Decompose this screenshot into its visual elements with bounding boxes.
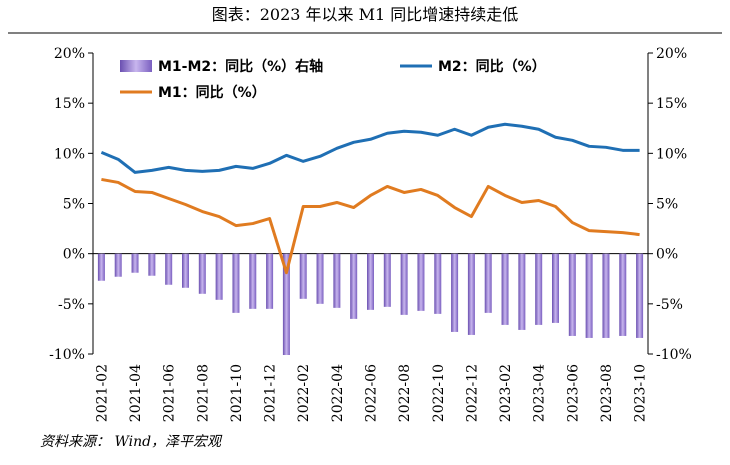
x-tick-label: 2022-10 <box>431 364 447 422</box>
bar <box>249 253 257 309</box>
x-tick-label: 2022-04 <box>330 364 346 422</box>
y-tick-label: 5% <box>63 197 85 213</box>
bar <box>232 253 240 313</box>
chart-title: 图表：2023 年以来 M1 同比增速持续走低 <box>212 5 519 24</box>
bar <box>451 253 459 332</box>
bar <box>400 253 408 315</box>
y2-tick-label: 0% <box>656 247 678 263</box>
bar <box>518 253 526 330</box>
x-tick-label: 2023-02 <box>498 364 514 422</box>
bar <box>552 253 559 323</box>
bar <box>434 253 442 314</box>
x-tick-label: 2023-04 <box>532 364 548 422</box>
x-tick-label: 2021-02 <box>94 364 110 422</box>
y-tick-label: 15% <box>54 96 85 112</box>
x-tick-label: 2022-08 <box>397 364 413 422</box>
x-tick-label: 2023-08 <box>599 364 615 422</box>
bar <box>535 253 543 325</box>
y2-tick-label: -5% <box>656 297 683 313</box>
bar <box>501 253 509 325</box>
x-tick-label: 2023-10 <box>633 364 649 422</box>
bar <box>467 253 475 335</box>
y2-tick-label: 15% <box>656 96 687 112</box>
y2-tick-label: 10% <box>656 146 687 162</box>
bar <box>215 253 223 300</box>
y-tick-label: 0% <box>63 247 85 263</box>
bar <box>316 253 324 304</box>
bar <box>114 253 122 277</box>
bar <box>568 253 576 336</box>
bar <box>165 253 173 285</box>
y-tick-label: 20% <box>54 46 85 62</box>
bar <box>636 253 644 338</box>
y2-tick-label: -10% <box>656 347 692 363</box>
source: 资料来源： Wind，泽平宏观 <box>40 434 223 450</box>
bar <box>148 253 156 276</box>
bar <box>266 253 274 309</box>
bar <box>131 253 139 273</box>
bar <box>333 253 341 308</box>
x-tick-label: 2022-02 <box>296 364 312 422</box>
x-tick-label: 2023-06 <box>565 364 581 422</box>
y2-tick-label: 20% <box>656 46 687 62</box>
bar <box>367 253 374 310</box>
bar <box>484 253 492 313</box>
x-tick-label: 2021-06 <box>162 364 178 422</box>
legend-swatch <box>120 60 152 72</box>
x-tick-label: 2022-12 <box>464 364 480 422</box>
x-tick-label: 2022-06 <box>364 364 380 422</box>
x-tick-label: 2021-04 <box>128 364 144 422</box>
bar <box>97 253 105 281</box>
legend-label: M1-M2：同比（%）右轴 <box>158 58 323 75</box>
y-tick-label: -5% <box>58 297 85 313</box>
x-tick-label: 2021-12 <box>263 364 279 422</box>
x-tick-label: 2021-10 <box>229 364 245 422</box>
bar <box>350 253 358 319</box>
bar <box>585 253 593 338</box>
bar <box>602 253 610 338</box>
line-series <box>101 177 640 275</box>
y-tick-label: -10% <box>49 347 85 363</box>
bar <box>619 253 627 336</box>
bar <box>383 253 391 307</box>
bar <box>299 253 307 299</box>
bar <box>282 253 290 356</box>
x-tick-label: 2021-08 <box>195 364 211 422</box>
legend-label: M2：同比（%） <box>438 58 546 75</box>
bar <box>182 253 189 288</box>
bar <box>417 253 425 311</box>
legend-label: M1：同比（%） <box>158 84 266 101</box>
y2-tick-label: 5% <box>656 197 678 213</box>
bar <box>198 253 206 294</box>
y-tick-label: 10% <box>54 146 85 162</box>
line-series <box>100 122 640 174</box>
